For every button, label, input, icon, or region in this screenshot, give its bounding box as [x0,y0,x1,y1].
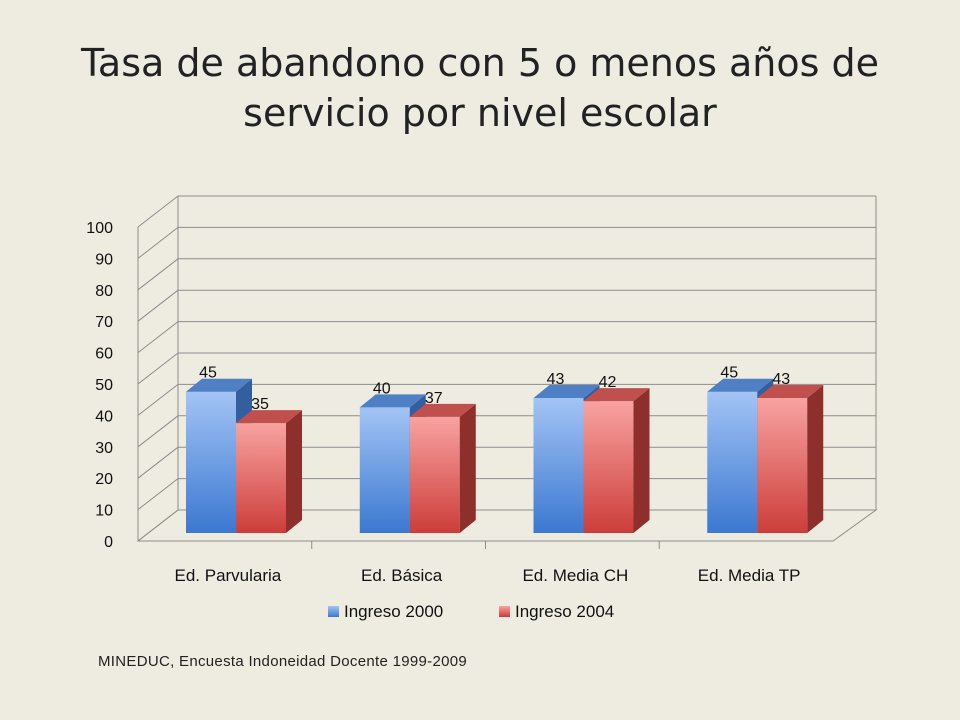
data-labels: 45 35 40 37 43 42 45 43 [199,365,790,413]
bar-top [757,384,824,398]
bar-ingreso-2004 [757,397,808,533]
y-tick-label: 40 [95,408,113,425]
y-tick-label: 90 [95,251,113,268]
bar-top [186,378,252,392]
data-label: 35 [251,396,269,413]
gridline-side [137,227,179,259]
data-label: 43 [772,371,790,388]
legend-swatch [499,606,510,617]
gridline-side [137,384,179,416]
gridline-side [137,289,179,322]
bar-ingreso-2000 [186,391,236,533]
y-tick-label: 60 [95,346,113,363]
slide-title: Tasa de abandono con 5 o menos años de s… [60,38,900,138]
y-tick-label: 30 [95,440,113,457]
data-label: 40 [373,380,391,397]
gridline-side [137,258,179,291]
x-category-label: Ed. Media CH [522,566,628,585]
bar-top [707,378,774,392]
bar-top [409,403,476,417]
y-tick-label: 100 [86,220,113,237]
bar-top [583,388,650,402]
bar-ingreso-2000 [707,391,758,533]
gridline-side [137,415,179,448]
bar-ingreso-2000 [359,407,410,533]
y-tick-label: 80 [95,283,113,300]
bars [186,378,824,533]
bar-side [459,403,476,533]
bar-side [633,388,650,533]
bar-ingreso-2004 [409,416,460,533]
source-note: MINEDUC, Encuesta Indoneidad Docente 199… [98,653,468,670]
x-category-label: Ed. Media TP [698,566,801,585]
y-tick-label: 20 [95,471,113,488]
bar-ingreso-2004 [583,401,634,533]
gridline-side [137,352,179,385]
x-category-label: Ed. Parvularia [174,566,281,585]
gridline-side [137,321,179,353]
gridline-side [137,478,179,510]
bar-top [359,394,426,408]
bar-side [807,384,824,533]
gridline-side [137,446,179,479]
data-label: 43 [547,371,565,388]
legend: Ingreso 2000 Ingreso 2004 [328,602,614,621]
bar-ingreso-2000 [533,397,584,533]
bar-side [286,410,302,533]
bar-ingreso-2004 [236,423,286,533]
bar-top [533,384,600,398]
data-label: 42 [599,374,617,391]
y-tick-label: 0 [104,534,113,551]
axes: 0 10 20 30 40 50 60 70 80 90 100 Ed. Parvularia Ed. … [86,220,878,585]
legend-label: Ingreso 2004 [515,602,614,621]
y-tick-label: 50 [95,377,113,394]
data-label: 45 [720,365,738,382]
title-line-2: servicio por nivel escolar [243,91,717,135]
chart-floor [136,509,878,542]
title-line-1: Tasa de abandono con 5 o menos años de [81,41,879,85]
data-label: 45 [199,365,217,382]
legend-label: Ingreso 2000 [344,602,443,621]
legend-swatch [328,606,339,617]
data-label: 37 [425,390,443,407]
y-tick-label: 70 [95,314,113,331]
bar-top [236,410,302,424]
x-category-label: Ed. Básica [361,566,443,585]
gridline-side [137,195,179,228]
y-tick-label: 10 [95,503,113,520]
